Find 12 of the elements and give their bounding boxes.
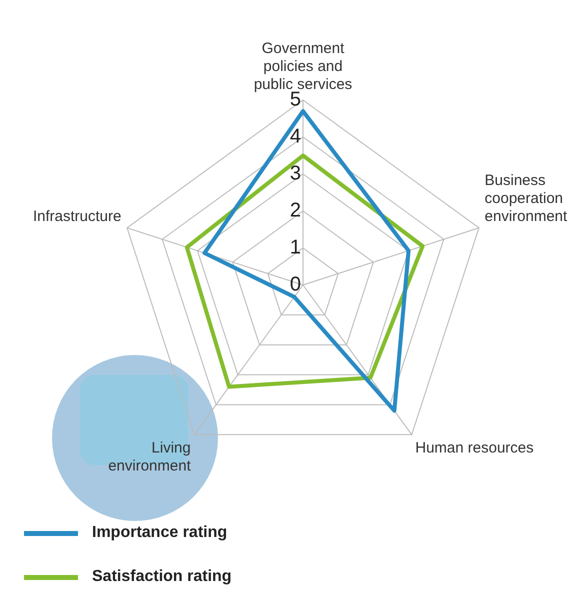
y-tick-label: 5 <box>290 88 301 111</box>
y-tick-label: 4 <box>290 126 301 148</box>
legend-label: Satisfaction rating <box>92 568 232 586</box>
y-tick-label: 3 <box>290 162 301 185</box>
spoke-label: Human resources <box>415 440 534 457</box>
spoke-label: Infrastructure <box>32 208 122 226</box>
y-tick-label: 1 <box>290 236 301 259</box>
y-tick-label: 2 <box>290 200 301 222</box>
spoke-label: Living environment <box>108 440 192 475</box>
y-tick-label: 0 <box>290 274 301 296</box>
spoke-label: Business cooperation environment <box>484 172 568 226</box>
legend-label: Importance rating <box>92 524 228 542</box>
